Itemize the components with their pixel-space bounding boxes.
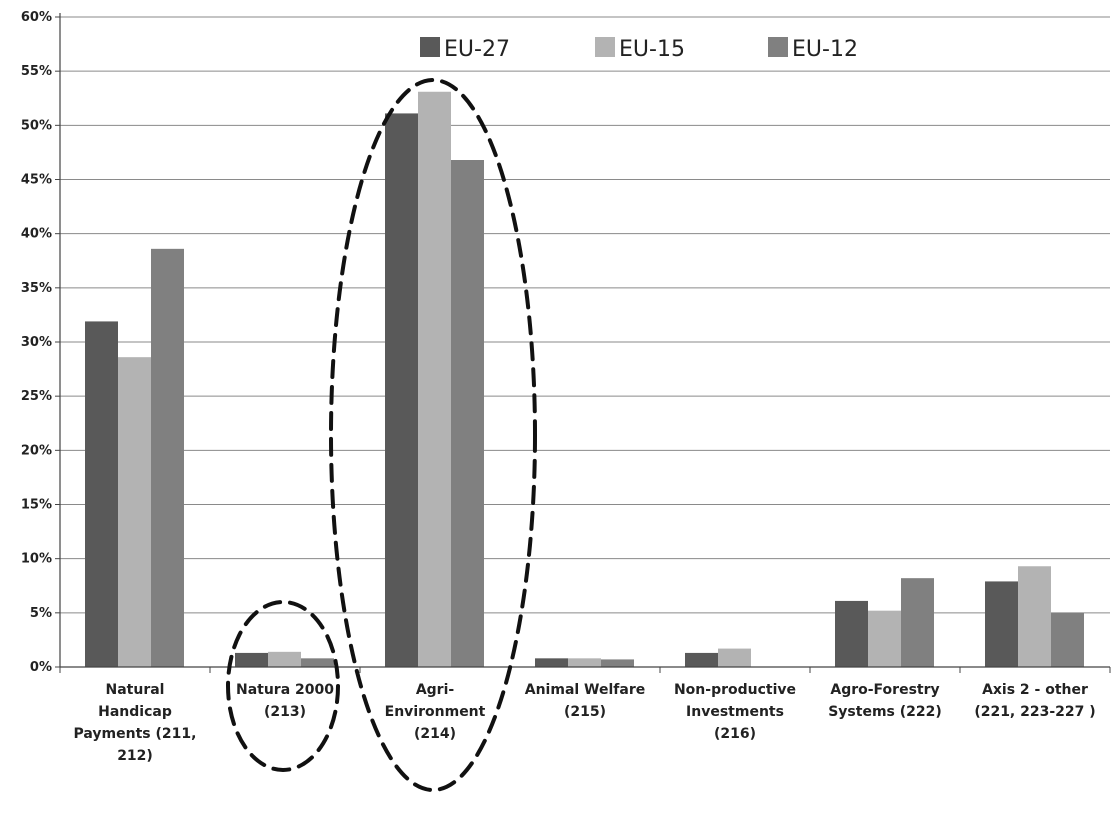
x-category-label-line: 212) bbox=[117, 748, 153, 764]
bar-eu-15 bbox=[418, 91, 451, 667]
x-category-label-line: Systems (222) bbox=[828, 704, 942, 720]
x-category-label: Natura 2000 (213) bbox=[236, 682, 334, 720]
bar-eu-12 bbox=[451, 160, 484, 667]
bar-eu-27 bbox=[85, 321, 118, 667]
y-tick-label: 60% bbox=[21, 10, 52, 25]
y-tick-label: 40% bbox=[21, 227, 52, 242]
bar-eu-15 bbox=[868, 610, 901, 667]
dashed-ellipse-annotation bbox=[329, 78, 537, 792]
y-axis-tick-labels: 0% 5% 10% 15% 20% 25% 30% 35% 40% 45% 50% 55% 60% bbox=[21, 10, 52, 675]
bar-eu-27 bbox=[535, 658, 568, 667]
x-category-label-line: Animal Welfare bbox=[525, 682, 645, 698]
annotations bbox=[226, 78, 537, 792]
bar-eu-12 bbox=[151, 248, 184, 668]
x-category-label: Axis 2 - other (221, 223-227 ) bbox=[974, 682, 1095, 720]
x-axis-category-labels: Natural Handicap Payments (211, 212) Natura … bbox=[74, 682, 1096, 764]
gridlines bbox=[60, 16, 1110, 668]
x-category-label-line: Non-productive bbox=[674, 682, 796, 698]
x-category-label-line: Environment bbox=[385, 704, 486, 720]
dashed-ellipse-annotation bbox=[226, 600, 340, 772]
x-category-label-line: Natura 2000 bbox=[236, 682, 334, 698]
x-category-label-line: Agro-Forestry bbox=[830, 682, 939, 698]
bar-eu-27 bbox=[385, 113, 418, 667]
y-tick-label: 50% bbox=[21, 118, 52, 133]
x-category-label-line: (214) bbox=[414, 726, 456, 742]
bar-eu-15 bbox=[568, 658, 601, 667]
x-category-label-line: Investments bbox=[686, 704, 784, 720]
bar-eu-15 bbox=[718, 648, 751, 667]
x-category-label: Natural Handicap Payments (211, 212) bbox=[74, 682, 197, 764]
bar-eu-15 bbox=[268, 651, 301, 667]
bars bbox=[85, 91, 1084, 668]
y-tick-label: 25% bbox=[21, 389, 52, 404]
y-tick-label: 15% bbox=[21, 498, 52, 513]
legend-swatch-eu-12 bbox=[768, 37, 788, 57]
bar-eu-15 bbox=[1018, 566, 1051, 667]
bar-eu-27 bbox=[835, 600, 868, 667]
legend: EU-27 EU-15 EU-12 bbox=[420, 37, 858, 62]
x-category-label: Agri- Environment (214) bbox=[385, 682, 486, 742]
y-tick-label: 0% bbox=[30, 660, 52, 675]
bar-eu-27 bbox=[985, 581, 1018, 667]
x-category-label-line: Axis 2 - other bbox=[982, 682, 1088, 698]
x-category-label-line: Natural bbox=[106, 682, 165, 698]
bar-eu-12 bbox=[601, 659, 634, 667]
x-category-label: Non-productive Investments (216) bbox=[674, 682, 796, 742]
y-tick-label: 10% bbox=[21, 552, 52, 567]
x-category-label-line: Handicap bbox=[98, 704, 172, 720]
bar-eu-15 bbox=[118, 357, 151, 667]
x-category-label-line: Payments (211, bbox=[74, 726, 197, 742]
x-category-label: Agro-Forestry Systems (222) bbox=[828, 682, 942, 720]
bar-eu-12 bbox=[301, 658, 334, 667]
y-tick-label: 45% bbox=[21, 173, 52, 188]
bar-eu-27 bbox=[235, 652, 268, 667]
y-tick-label: 55% bbox=[21, 64, 52, 79]
bar-eu-12 bbox=[1051, 612, 1084, 667]
x-category-label-line: (221, 223-227 ) bbox=[974, 704, 1095, 720]
bar-eu-27 bbox=[685, 652, 718, 667]
legend-label-eu-27: EU-27 bbox=[444, 37, 510, 62]
x-category-label-line: (215) bbox=[564, 704, 606, 720]
axes bbox=[55, 13, 1111, 673]
legend-swatch-eu-15 bbox=[595, 37, 615, 57]
x-category-label-line: Agri- bbox=[416, 682, 455, 698]
y-tick-label: 5% bbox=[30, 606, 52, 621]
x-category-label: Animal Welfare (215) bbox=[525, 682, 645, 720]
x-category-label-line: (213) bbox=[264, 704, 306, 720]
legend-swatch-eu-27 bbox=[420, 37, 440, 57]
bar-eu-12 bbox=[901, 578, 934, 667]
y-tick-label: 20% bbox=[21, 443, 52, 458]
y-tick-label: 35% bbox=[21, 281, 52, 296]
y-tick-label: 30% bbox=[21, 335, 52, 350]
legend-label-eu-15: EU-15 bbox=[619, 37, 685, 62]
legend-label-eu-12: EU-12 bbox=[792, 37, 858, 62]
x-category-label-line: (216) bbox=[714, 726, 756, 742]
